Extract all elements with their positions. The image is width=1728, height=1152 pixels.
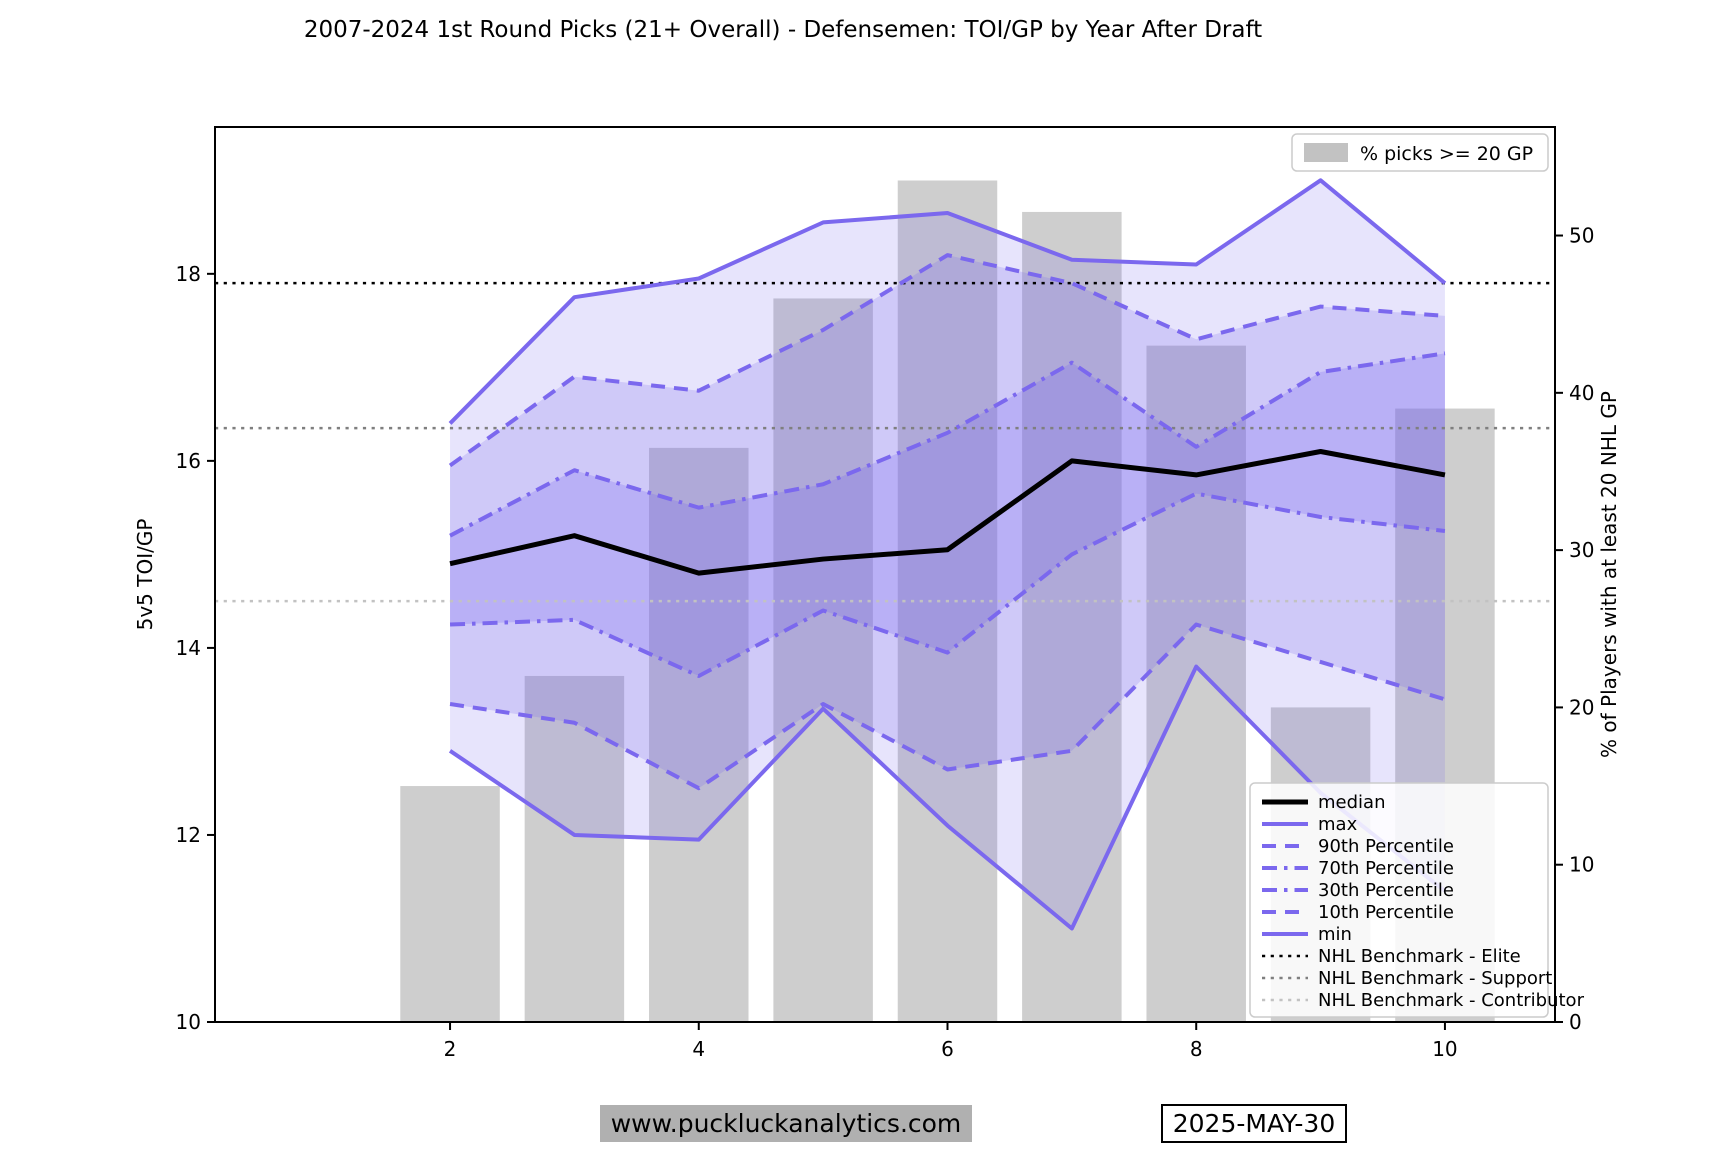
y-left-tick-label: 14 xyxy=(176,636,201,660)
series-line-10th-percentile xyxy=(449,622,1446,791)
legend-entry-70th-percentile: 70th Percentile xyxy=(1262,858,1454,879)
bar-pct-20gp xyxy=(773,298,873,1022)
legend-entry-min: min xyxy=(1262,924,1352,945)
series-line-30th-percentile xyxy=(449,491,1446,678)
series-line-max xyxy=(448,178,1447,425)
legend-lines-box xyxy=(1249,782,1549,1018)
y-right-tick-label: 40 xyxy=(1569,381,1594,405)
legend-entry-label: 10th Percentile xyxy=(1318,902,1454,923)
legend-entry-nhl-benchmark-contributor: NHL Benchmark - Contributor xyxy=(1262,990,1585,1011)
y-right-tick-label: 30 xyxy=(1569,538,1594,562)
x-tick-label: 8 xyxy=(1190,1037,1203,1061)
y-left-tick-label: 12 xyxy=(176,823,201,847)
footer-website: www.puckluckanalytics.com xyxy=(600,1105,972,1142)
bar-pct-20gp xyxy=(524,675,625,1022)
legend-entry-label: NHL Benchmark - Contributor xyxy=(1318,990,1585,1011)
x-tick-label: 4 xyxy=(692,1037,705,1061)
legend-bars-box xyxy=(1291,133,1549,172)
y-left-tick-label: 18 xyxy=(176,262,201,286)
series-line-median xyxy=(449,449,1446,576)
band-min-max xyxy=(450,180,1445,929)
bar-pct-20gp xyxy=(1146,345,1246,1023)
x-tick-label: 6 xyxy=(941,1037,954,1061)
legend-entry-10th-percentile: 10th Percentile xyxy=(1262,902,1454,923)
legend-entry-30th-percentile: 30th Percentile xyxy=(1262,880,1454,901)
legend-entry-label: 70th Percentile xyxy=(1318,858,1454,879)
series-line-70th-percentile xyxy=(449,351,1446,538)
legend-entry-median: median xyxy=(1262,792,1385,813)
y-right-tick-label: 10 xyxy=(1569,853,1594,877)
y-right-tick-label: 20 xyxy=(1569,695,1594,719)
y-left-tick-label: 10 xyxy=(176,1010,201,1034)
y-right-axis-label: % of Players with at least 20 NHL GP xyxy=(1597,391,1621,758)
legend-entry-label: NHL Benchmark - Elite xyxy=(1318,946,1521,967)
chart-title: 2007-2024 1st Round Picks (21+ Overall) … xyxy=(303,17,1263,43)
y-right-tick-label: 0 xyxy=(1569,1010,1582,1034)
series-line-min xyxy=(448,664,1447,931)
legend-entry-max: max xyxy=(1262,814,1358,835)
plot-border xyxy=(214,126,1556,1023)
band-10th-percentile-90th-percentile xyxy=(450,255,1445,789)
series-line-90th-percentile xyxy=(448,253,1446,468)
legend-entry-90th-percentile: 90th Percentile xyxy=(1262,836,1454,857)
y-right-tick-label: 50 xyxy=(1569,224,1594,248)
legend-entry-label: median xyxy=(1318,792,1385,813)
bar-pct-20gp xyxy=(1022,211,1122,1023)
x-tick-label: 10 xyxy=(1432,1037,1457,1061)
band-30th-percentile-70th-percentile xyxy=(450,353,1445,676)
legend-entry-label: min xyxy=(1318,924,1352,945)
x-tick-label: 2 xyxy=(444,1037,457,1061)
legend-bars-label: % picks >= 20 GP xyxy=(1360,143,1533,165)
legend-entry-label: 90th Percentile xyxy=(1318,836,1454,857)
legend-entry-nhl-benchmark-elite: NHL Benchmark - Elite xyxy=(1262,946,1521,967)
legend-bars: % picks >= 20 GP xyxy=(1291,133,1549,172)
legend-entry-label: 30th Percentile xyxy=(1318,880,1454,901)
bar-pct-20gp xyxy=(400,786,500,1022)
footer-date: 2025-MAY-30 xyxy=(1161,1104,1347,1143)
y-left-tick-label: 16 xyxy=(176,449,201,473)
legend-entry-nhl-benchmark-support: NHL Benchmark - Support xyxy=(1262,968,1552,989)
legend-entry-label: NHL Benchmark - Support xyxy=(1318,968,1552,989)
y-left-axis-label: 5v5 TOI/GP xyxy=(133,519,157,631)
legend-bars-swatch xyxy=(1304,143,1348,162)
bar-pct-20gp xyxy=(649,447,749,1022)
legend-entry-label: max xyxy=(1318,814,1358,835)
